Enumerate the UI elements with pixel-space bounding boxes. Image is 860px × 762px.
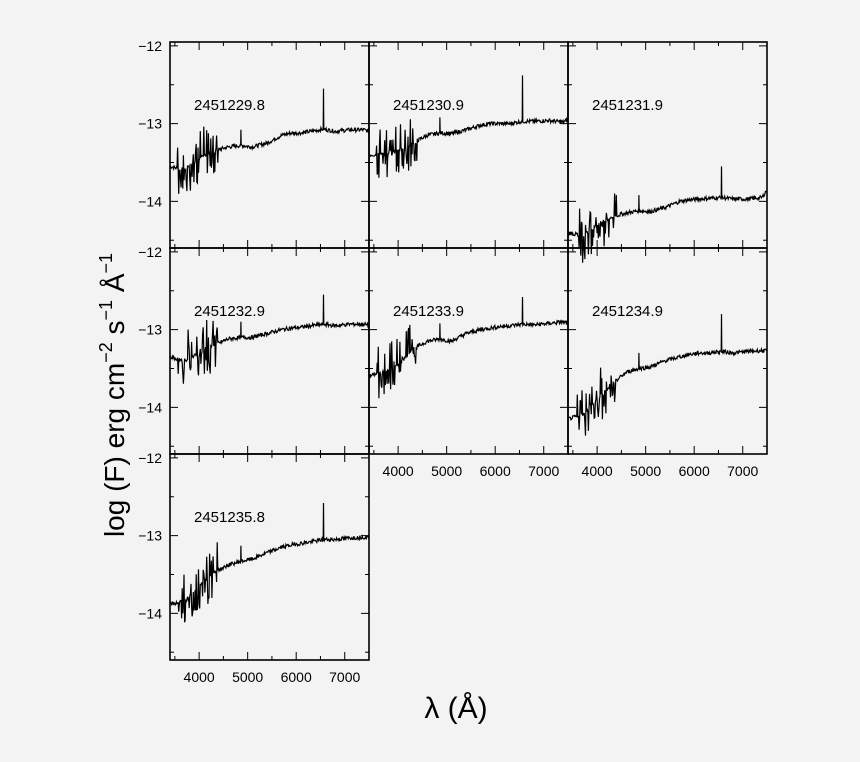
x-tick-label: 6000 (480, 463, 511, 479)
spectrum-line-3 (567, 166, 767, 263)
x-axis-title: λ (Å) (424, 692, 487, 725)
x-tick-label: 4000 (184, 669, 215, 685)
x-tick-label: 7000 (727, 463, 758, 479)
panel-frame-7 (169, 453, 370, 661)
panel-label-4: 2451232.9 (194, 303, 265, 320)
y-axis-title-part: log (F) erg cm (99, 363, 130, 537)
panel-frame-5 (368, 247, 569, 455)
panel-label-6: 2451234.9 (592, 303, 663, 320)
panel-label-3: 2451231.9 (592, 97, 663, 114)
x-tick-label: 6000 (679, 463, 710, 479)
x-tick-label: 5000 (431, 463, 462, 479)
y-tick-label: −14 (138, 399, 162, 415)
panel-label-1: 2451229.8 (194, 97, 265, 114)
y-tick-label: −13 (138, 322, 162, 338)
panel-frame-3 (567, 41, 768, 249)
panel-label-7: 2451235.8 (194, 509, 265, 526)
y-tick-label: −12 (138, 38, 162, 54)
panel-label-5: 2451233.9 (393, 303, 464, 320)
spectrum-line-5 (368, 296, 568, 399)
y-axis-title-part: s (99, 320, 130, 342)
panel-frame-2 (368, 41, 569, 249)
spectrum-line-1 (169, 88, 370, 194)
x-tick-label: 5000 (232, 669, 263, 685)
panel-label-2: 2451230.9 (393, 97, 464, 114)
spectrum-line-4 (169, 294, 370, 384)
y-tick-label: −14 (138, 193, 162, 209)
y-axis-title: log (F) erg cm−2 s−1 Å−1 (96, 253, 130, 537)
y-tick-label: −14 (138, 605, 162, 621)
x-tick-label: 4000 (383, 463, 414, 479)
y-tick-label: −13 (138, 528, 162, 544)
spectrum-line-6 (567, 314, 768, 436)
x-tick-label: 7000 (528, 463, 559, 479)
y-tick-label: −13 (138, 116, 162, 132)
y-tick-label: −12 (138, 450, 162, 466)
panel-frame-6 (567, 247, 768, 455)
spectrum-line-2 (368, 75, 569, 178)
x-tick-label: 6000 (281, 669, 312, 685)
y-tick-label: −12 (138, 244, 162, 260)
y-axis-title-part: −1 (96, 253, 116, 274)
y-axis-title-part: −2 (96, 342, 116, 363)
x-tick-label: 4000 (582, 463, 613, 479)
y-axis-title-part: Å (99, 273, 130, 300)
x-tick-label: 7000 (329, 669, 360, 685)
x-tick-label: 5000 (630, 463, 661, 479)
y-axis-title-part: −1 (96, 300, 116, 321)
spectrum-line-7 (169, 502, 370, 623)
